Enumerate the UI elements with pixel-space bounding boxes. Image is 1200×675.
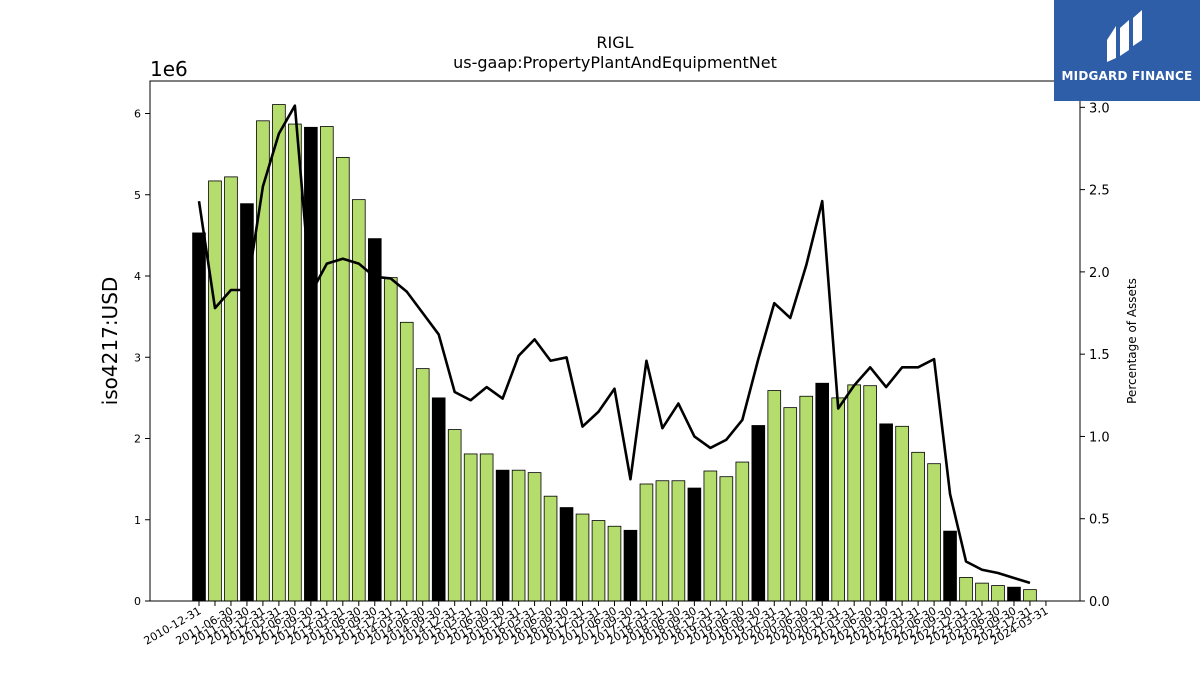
y2-axis-label: Percentage of Assets: [1125, 278, 1139, 404]
y-tick-label: 0: [134, 595, 141, 608]
midgard-logo: MIDGARD FINANCE: [1054, 0, 1200, 101]
percentage-line: [197, 104, 1031, 585]
bar-2022-06-30: [927, 463, 941, 602]
bar-2021-12-31: [895, 425, 909, 602]
left-axis-ticks: 0 1 2 3 4 5 6: [134, 108, 150, 608]
bar-2021-09-30: [879, 423, 893, 602]
bar-2015-12-31: [511, 469, 526, 602]
bar-2018-09-30: [687, 487, 702, 602]
y2-tick-label: 3.0: [1089, 101, 1110, 116]
bar-2011-03-31: [208, 180, 222, 602]
bar-2018-12-31: [703, 470, 718, 602]
y2-tick-label: 1.5: [1089, 348, 1110, 363]
plot-frame: [149, 80, 1081, 602]
chart-subtitle: us-gaap:PropertyPlantAndEquipmentNet: [453, 53, 777, 72]
bar-2017-06-30: [607, 525, 622, 602]
bars-group: [192, 104, 1037, 602]
bar-2013-09-30: [367, 238, 382, 602]
y-axis-label: iso4217:USD: [98, 277, 122, 406]
bar-2022-03-31: [911, 451, 925, 602]
bar-2017-09-30: [623, 529, 638, 602]
y-tick-label: 3: [134, 351, 141, 364]
y-tick-label: 4: [134, 270, 141, 283]
bar-2021-06-30: [863, 385, 877, 602]
bar-2014-03-31: [399, 321, 414, 602]
y2-tick-label: 2.5: [1089, 184, 1110, 199]
x-axis-ticks: 2010-12-312011-06-302011-09-302011-12-31…: [142, 601, 1050, 648]
bar-2018-06-30: [671, 480, 686, 602]
y2-tick-label: 2.0: [1089, 266, 1110, 281]
bar-2011-06-30: [224, 176, 238, 602]
bar-2014-09-30: [431, 397, 446, 602]
midgard-logo-icon: [1107, 10, 1142, 62]
bar-2023-03-31: [975, 582, 989, 602]
bar-2020-12-31: [831, 397, 845, 602]
bar-2013-03-31: [336, 156, 350, 602]
bar-2017-12-31: [639, 483, 654, 602]
bar-2012-03-31: [272, 104, 286, 602]
bar-2019-09-30: [751, 425, 766, 602]
bar-2012-12-31: [320, 126, 334, 602]
bar-2023-06-30: [991, 585, 1005, 602]
bar-2015-09-30: [495, 469, 510, 602]
bar-2022-12-31: [959, 577, 973, 602]
bar-2020-03-31: [783, 407, 798, 602]
bar-2016-06-30: [543, 495, 558, 602]
bar-2021-03-31: [847, 384, 861, 602]
bar-2020-06-30: [799, 395, 814, 602]
bar-2017-03-31: [591, 520, 606, 602]
y-tick-label: 1: [134, 514, 141, 527]
bar-2016-09-30: [559, 507, 574, 602]
line-group: [197, 104, 1031, 585]
bar-2016-12-31: [575, 513, 590, 602]
y-offset-label: 1e6: [150, 57, 188, 81]
bar-2015-03-31: [463, 453, 478, 602]
chart-title: RIGL: [596, 33, 633, 52]
bar-2019-12-31: [767, 390, 782, 602]
bar-2010-12-31: [192, 232, 206, 602]
bar-2020-09-30: [815, 382, 830, 602]
bar-2018-03-31: [655, 480, 670, 602]
bar-2019-03-31: [719, 476, 734, 602]
bar-2023-12-31: [1023, 589, 1037, 602]
y-tick-label: 5: [134, 189, 141, 202]
right-axis-ticks: 0.0 0.5 1.0 1.5 2.0 2.5 3.0: [1080, 101, 1110, 610]
bar-2012-06-30: [288, 123, 302, 602]
y2-tick-label: 1.0: [1089, 430, 1110, 445]
bar-2013-06-30: [351, 199, 366, 602]
bar-2022-09-30: [943, 530, 957, 602]
bar-2014-06-30: [415, 368, 430, 602]
y2-tick-label: 0.5: [1089, 513, 1110, 528]
y2-tick-label: 0.0: [1089, 595, 1110, 610]
bar-2016-03-31: [527, 472, 542, 602]
y-tick-label: 6: [134, 108, 141, 121]
bar-2019-06-30: [735, 461, 750, 602]
bar-2023-09-30: [1007, 586, 1021, 602]
logo-text: MIDGARD FINANCE: [1061, 69, 1193, 83]
bar-2014-12-31: [447, 429, 462, 602]
y-tick-label: 2: [134, 433, 141, 446]
bar-2015-06-30: [479, 453, 494, 602]
bar-2013-12-31: [383, 277, 398, 602]
bar-2012-09-30: [304, 126, 318, 602]
